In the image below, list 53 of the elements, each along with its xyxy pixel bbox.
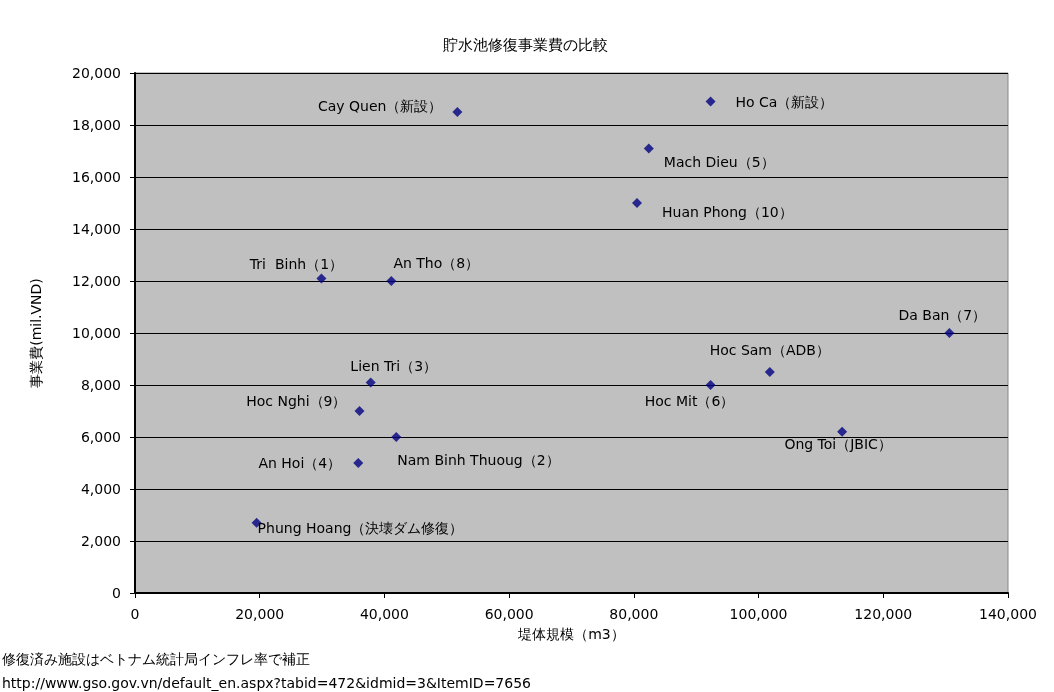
x-tick-label: 120,000 <box>854 606 913 622</box>
point <box>391 432 402 442</box>
point <box>705 96 716 107</box>
text: 修復済み施設はベトナム統計局インフレ率で補正 <box>2 651 310 667</box>
y-tick-label: 14,000 <box>72 221 121 237</box>
point <box>386 276 397 286</box>
point <box>764 367 775 377</box>
y-tick-label: 2,000 <box>80 533 121 549</box>
point <box>631 198 642 208</box>
x-tick-label: 40,000 <box>359 606 409 622</box>
annotation: Tri Binh（1） <box>248 256 344 273</box>
point <box>354 406 365 416</box>
y-tick-label: 6,000 <box>80 429 121 445</box>
x-tick-label: 80,000 <box>609 606 659 622</box>
point <box>316 273 327 284</box>
annotation: Hoc Sam（ADB） <box>709 342 830 358</box>
point <box>353 458 364 468</box>
point <box>643 143 654 154</box>
x-tick-label: 140,000 <box>979 606 1037 622</box>
y-axis-title: 事業費(mil.VND) <box>28 278 44 388</box>
y-tick-label: 16,000 <box>72 169 121 185</box>
y-tick-label: 12,000 <box>72 273 121 289</box>
y-tick-label: 8,000 <box>80 377 121 393</box>
annotation: Nam Binh Thuoug（2） <box>397 452 560 468</box>
y-tick-label: 20,000 <box>72 65 121 81</box>
point <box>705 380 716 390</box>
y-tick-label: 10,000 <box>72 325 121 341</box>
x-tick-label: 0 <box>130 606 140 622</box>
x-tick-label: 100,000 <box>729 606 788 622</box>
point <box>452 107 463 117</box>
x-axis-title: 堤体規模（m3） <box>517 626 625 642</box>
x-tick-label: 60,000 <box>484 606 534 622</box>
text: http://www.gso.gov.vn/default_en.aspx?tabid=472&idmid=3&ItemID=7656 <box>2 675 532 691</box>
annotation: Ho Ca（新設） <box>735 93 834 110</box>
annotation: Hoc Mit（6） <box>644 393 735 409</box>
annotation: Huan Phong（10） <box>661 204 793 220</box>
chart-title: 貯水池修復事業費の比較 <box>442 35 608 54</box>
x-tick-label: 20,000 <box>235 606 285 622</box>
y-tick-label: 18,000 <box>72 117 121 133</box>
y-tick-label: 4,000 <box>80 481 121 497</box>
annotation: Cay Quen（新設） <box>317 98 443 114</box>
annotation: Phung Hoang（決壊ダム修復） <box>257 519 464 536</box>
annotation: Lien Tri（3） <box>350 358 438 375</box>
point <box>944 328 955 338</box>
annotation: An Tho（8） <box>393 255 480 271</box>
annotation: Ong Toi（JBIC） <box>784 435 892 452</box>
annotation: Mach Dieu（5） <box>663 154 775 171</box>
annotation: An Hoi（4） <box>258 455 342 471</box>
annotation: Da Ban（7） <box>898 307 987 323</box>
point <box>365 377 376 388</box>
point <box>837 426 848 437</box>
annotation: Hoc Nghi（9） <box>246 393 347 409</box>
y-tick-label: 0 <box>112 585 121 601</box>
